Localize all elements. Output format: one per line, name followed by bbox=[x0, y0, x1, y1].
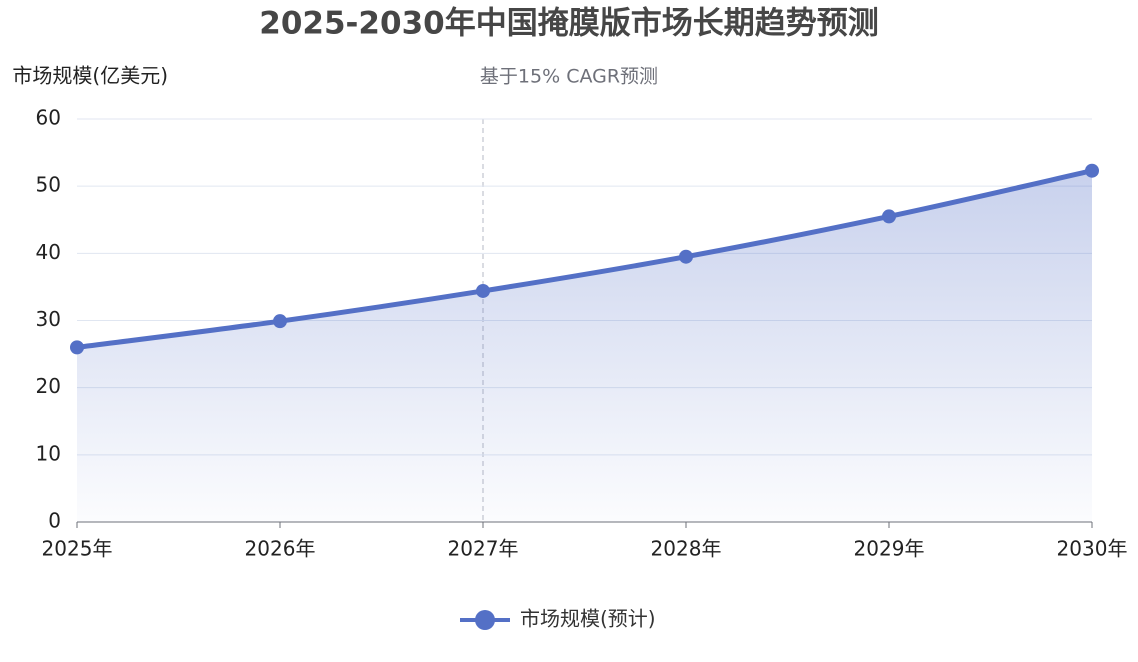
y-tick-label: 20 bbox=[36, 374, 61, 398]
line bbox=[76, 168, 1093, 350]
point bbox=[476, 283, 490, 298]
point bbox=[70, 340, 84, 355]
x-tick-label: 2029年 bbox=[854, 537, 925, 561]
y-tick-label: 50 bbox=[36, 173, 61, 197]
y-tick-label: 60 bbox=[36, 106, 61, 130]
x-tick-label: 2027年 bbox=[448, 537, 519, 561]
y-tick-label: 30 bbox=[36, 307, 61, 331]
x-tick-label: 2030年 bbox=[1057, 537, 1128, 561]
y-axis-label: 市场规模(亿美元) bbox=[12, 64, 168, 88]
point bbox=[273, 314, 287, 329]
x-tick-label: 2028年 bbox=[651, 537, 722, 561]
y-tick-label: 0 bbox=[48, 509, 61, 533]
legend-label: 市场规模(预计) bbox=[520, 607, 656, 631]
y-tick-label: 10 bbox=[36, 441, 61, 465]
area bbox=[77, 170, 1092, 523]
legend-marker bbox=[475, 610, 495, 630]
x-tick-label: 2025年 bbox=[42, 537, 113, 561]
chart-title: 2025-2030年中国掩膜版市场长期趋势预测 bbox=[259, 6, 878, 42]
point bbox=[1085, 163, 1099, 178]
x-tick-label: 2026年 bbox=[245, 537, 316, 561]
point bbox=[882, 209, 896, 224]
chart-subtitle: 基于15% CAGR预测 bbox=[480, 66, 658, 88]
point bbox=[679, 249, 693, 264]
y-tick-label: 40 bbox=[36, 240, 61, 264]
